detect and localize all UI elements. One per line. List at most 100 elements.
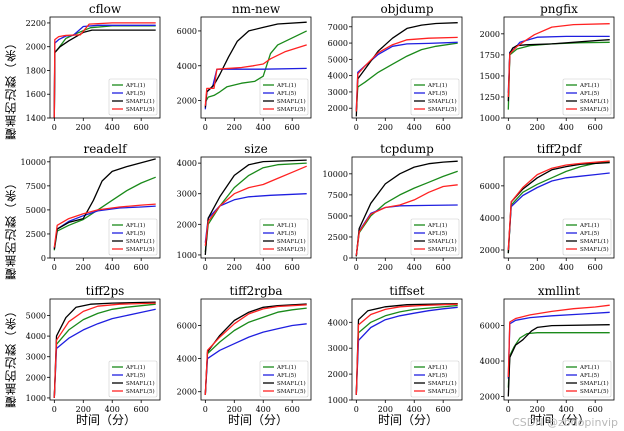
series-line-SMAFL(1) [355,160,458,257]
y-tick-label: 2200 [26,19,46,28]
legend-box [259,218,309,256]
y-tick-label: 6000 [177,321,197,330]
legend-label: AFL(1) [276,364,296,371]
y-tick-label: 1000 [480,114,500,123]
x-tick-label: 200 [76,123,91,132]
series-line-SMAFL(5) [53,22,156,118]
series-line-SMAFL(5) [204,304,307,396]
legend-label: SMAFL(5) [126,246,155,253]
series-line-SMAFL(1) [204,159,307,255]
legend-label: AFL(1) [427,364,447,371]
y-tick-label: 6000 [480,182,500,191]
series-line-SMAFL(1) [53,301,156,398]
legend-label: SMAFL(1) [580,380,609,387]
y-tick-label: 5000 [328,212,348,221]
legend-label: AFL(5) [427,90,447,97]
legend-label: SMAFL(5) [277,246,306,253]
x-tick-label: 400 [559,405,574,414]
subplot-tiff2rgba: tiff2rgba 0 200 400 600 2000 4000 6000 AFL(1)AFL… [177,284,312,414]
y-tick-label: 1250 [480,93,500,102]
subplot-title: tiff2pdf [537,142,583,156]
x-tick-label: 0 [354,263,359,272]
subplot-nm-new: nm-new 0 200 400 600 2000 4000 6000 AFL(1)AFL(5)… [177,2,312,132]
series-line-AFL(5) [355,306,458,395]
legend-label: AFL(5) [276,372,296,379]
x-tick-label: 600 [134,123,149,132]
axes-frame [49,16,161,119]
legend-box [562,360,612,398]
legend-label: SMAFL(1) [428,380,457,387]
y-tick-label: 1600 [26,90,46,99]
x-tick-label: 600 [436,405,451,414]
legend: AFL(1)AFL(5)SMAFL(1)SMAFL(5) [410,78,460,116]
y-tick-label: 1000 [328,396,348,405]
legend-box [108,78,158,116]
series-line-AFL(1) [507,161,610,254]
legend: AFL(1)AFL(5)SMAFL(1)SMAFL(5) [108,218,158,256]
legend-box [108,360,158,398]
legend-box [259,78,309,116]
axes-frame [49,156,161,259]
series-line-SMAFL(1) [507,39,610,102]
legend-label: SMAFL(5) [428,388,457,395]
series-line-SMAFL(5) [507,23,610,98]
series-line-SMAFL(5) [507,304,610,378]
subplot-size: size 0 200 400 600 1000 2000 3000 4000 AFL(1)AFL(… [177,142,312,272]
y-tick-label: 2000 [26,373,46,382]
y-tick-label: 5000 [26,311,46,320]
y-tick-label: 4000 [26,332,46,341]
x-tick-label: 200 [227,405,242,414]
legend: AFL(1)AFL(5)SMAFL(1)SMAFL(5) [562,360,612,398]
subplot-tiff2pdf: tiff2pdf 0 200 400 600 2000 4000 6000 AFL(1)AFL(… [480,142,615,272]
watermark: CSDN @zbdopinvip [512,416,618,429]
axes-frame [351,16,463,119]
y-tick-label: 4000 [328,318,348,327]
x-tick-label: 200 [227,263,242,272]
x-tick-label: 600 [436,263,451,272]
y-tick-label: 2000 [177,220,197,229]
series-line-SMAFL(5) [355,303,458,395]
legend-label: AFL(5) [125,90,145,97]
legend-label: AFL(5) [579,372,599,379]
legend-label: AFL(1) [276,222,296,229]
x-tick-label: 400 [407,123,422,132]
series-line-AFL(1) [53,303,156,398]
subplot-tiff2ps: tiff2ps 0 200 400 600 1000 2000 3000 4000 5000 AFL… [26,284,161,414]
legend-label: SMAFL(1) [277,380,306,387]
axes-frame [503,16,615,119]
series-line-SMAFL(5) [507,160,610,251]
legend-label: AFL(5) [427,372,447,379]
x-tick-label: 600 [588,263,603,272]
x-tick-label: 600 [134,405,149,414]
series-line-SMAFL(1) [53,158,156,250]
legend-label: AFL(1) [579,82,599,89]
subplot-pngfix: pngfix 0 200 400 600 1000 1250 1500 1750 2000 AFL(… [480,2,615,132]
legend-box [410,218,460,256]
x-tick-label: 400 [407,263,422,272]
x-tick-label: 600 [285,263,300,272]
subplot-title: tcpdump [380,142,434,156]
x-tick-label: 0 [52,405,57,414]
x-tick-label: 400 [407,405,422,414]
series-line-AFL(1) [507,332,610,388]
x-tick-label: 200 [378,123,393,132]
x-tick-label: 0 [203,263,208,272]
legend-label: AFL(1) [125,82,145,89]
subplot-objdump: objdump 0 200 400 600 2000 3000 4000 5000 6000 700… [328,2,463,132]
y-tick-label: 3000 [177,190,197,199]
legend-label: AFL(5) [579,90,599,97]
legend-label: AFL(5) [125,230,145,237]
x-tick-label: 0 [203,123,208,132]
series-line-AFL(1) [355,304,458,395]
y-tick-label: 3000 [26,353,46,362]
axes-frame [503,298,615,401]
legend-label: SMAFL(1) [126,238,155,245]
legend-label: SMAFL(1) [580,98,609,105]
y-tick-label: 6000 [177,27,197,36]
y-tick-label: 2500 [26,230,46,239]
y-tick-label: 6000 [328,39,348,48]
legend: AFL(1)AFL(5)SMAFL(1)SMAFL(5) [108,78,158,116]
subplot-title: pngfix [540,2,578,16]
legend: AFL(1)AFL(5)SMAFL(1)SMAFL(5) [259,218,309,256]
legend: AFL(1)AFL(5)SMAFL(1)SMAFL(5) [259,78,309,116]
